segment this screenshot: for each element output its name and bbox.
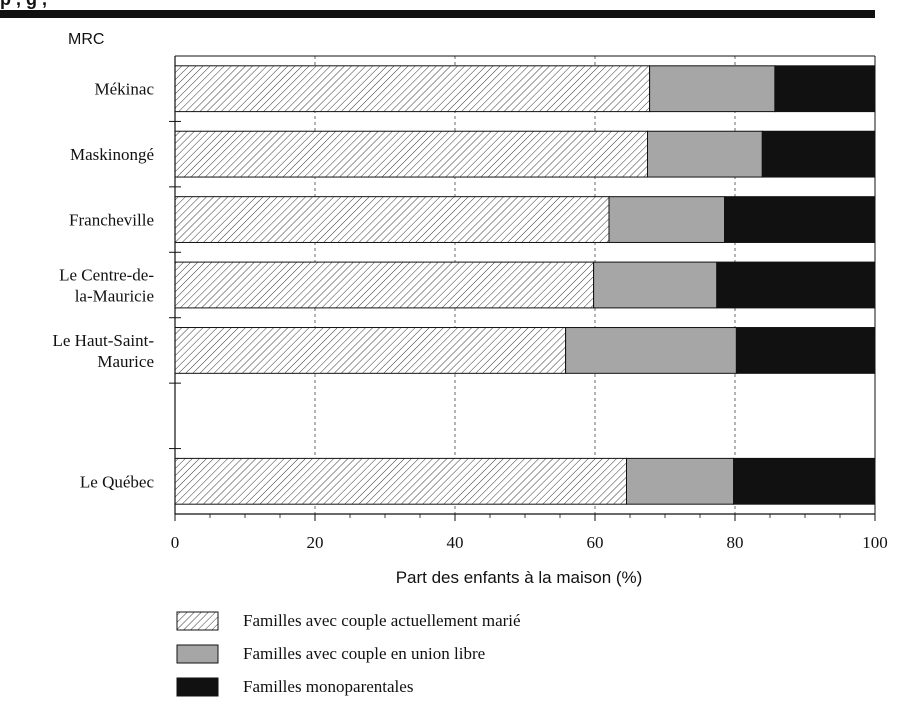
category-label-line: Le Centre-de- bbox=[59, 266, 154, 285]
category-label-line: Maurice bbox=[97, 352, 154, 371]
legend: Familles avec couple actuellement marié F… bbox=[176, 611, 521, 697]
bar-segment bbox=[724, 196, 876, 243]
bar-segment bbox=[733, 457, 876, 505]
category-label-line: Le Haut-Saint- bbox=[53, 331, 155, 350]
category-label-line: la-Mauricie bbox=[75, 287, 154, 306]
header-bar bbox=[0, 10, 875, 18]
x-tick-label: 80 bbox=[727, 533, 744, 552]
category-label-line: Maskinongé bbox=[70, 145, 154, 164]
category-label-line: Mékinac bbox=[95, 80, 155, 99]
bar-segment bbox=[174, 196, 610, 243]
bar-segment bbox=[174, 327, 567, 374]
bar-segment bbox=[774, 65, 876, 113]
category-label: Le Québec bbox=[80, 472, 155, 491]
category-label: Le Haut-Saint- Maurice bbox=[53, 331, 155, 371]
bars bbox=[174, 65, 876, 505]
legend-label: Familles avec couple actuellement marié bbox=[243, 611, 521, 630]
legend-swatch bbox=[176, 644, 219, 664]
legend-swatch bbox=[176, 677, 219, 697]
bar-segment bbox=[735, 327, 876, 374]
y-axis-header: MRC bbox=[68, 31, 104, 48]
x-ticks: 0 20 40 60 80 100 bbox=[171, 514, 888, 552]
category-labels: Mékinac Maskinongé Francheville Le Centre-d… bbox=[53, 80, 181, 491]
x-tick-label: 40 bbox=[447, 533, 464, 552]
x-tick-label: 0 bbox=[171, 533, 180, 552]
x-axis-label: Part des enfants à la maison (%) bbox=[396, 568, 643, 587]
bar-segment bbox=[174, 457, 627, 505]
bar-segment bbox=[174, 261, 595, 309]
category-label: Le Centre-de-la-Mauricie bbox=[59, 266, 154, 306]
category-label: Francheville bbox=[69, 211, 154, 230]
x-tick-label: 20 bbox=[307, 533, 324, 552]
bar-segment bbox=[174, 65, 651, 113]
legend-swatch bbox=[176, 611, 219, 631]
page-title: p , g , bbox=[0, 0, 47, 9]
category-label: Maskinongé bbox=[70, 145, 154, 164]
bar-segment bbox=[565, 327, 737, 374]
category-label: Mékinac bbox=[95, 80, 155, 99]
category-label-line: Le Québec bbox=[80, 472, 155, 491]
bar-segment bbox=[716, 261, 876, 309]
legend-label: Familles avec couple en union libre bbox=[243, 644, 485, 663]
bar-segment bbox=[649, 65, 776, 113]
x-tick-label: 60 bbox=[587, 533, 604, 552]
bar-segment bbox=[608, 196, 725, 243]
x-tick-label: 100 bbox=[862, 533, 888, 552]
bar-segment bbox=[626, 457, 735, 505]
bar-segment bbox=[647, 130, 763, 178]
bar-segment bbox=[593, 261, 718, 309]
bar-segment bbox=[174, 130, 648, 178]
category-label-line: Francheville bbox=[69, 211, 154, 230]
bar-segment bbox=[761, 130, 876, 178]
legend-label: Familles monoparentales bbox=[243, 677, 413, 696]
